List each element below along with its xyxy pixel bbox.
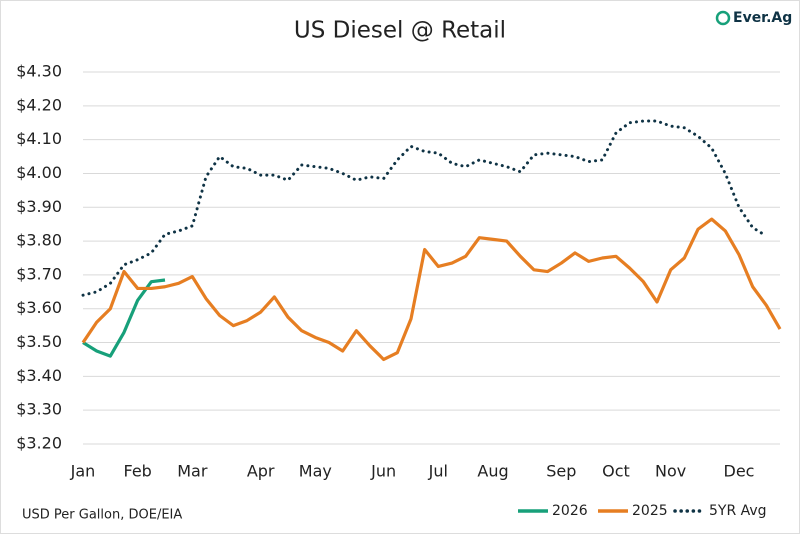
y-tick-label: $3.60 xyxy=(16,298,62,317)
x-tick-label: Nov xyxy=(655,462,686,481)
x-tick-label: Feb xyxy=(124,462,152,481)
series-line xyxy=(81,119,768,297)
legend-label: 5YR Avg xyxy=(709,503,767,519)
legend-label: 2026 xyxy=(552,503,588,519)
y-tick-label: $3.50 xyxy=(16,332,62,351)
x-tick-label: Dec xyxy=(724,462,755,481)
legend-label: 2025 xyxy=(632,503,668,519)
chart-title: US Diesel @ Retail xyxy=(294,18,506,44)
logo-icon xyxy=(715,10,731,26)
logo-text: Ever.Ag xyxy=(733,10,792,26)
x-tick-label: May xyxy=(299,462,332,481)
x-tick-label: Apr xyxy=(247,462,275,481)
x-tick-label: Oct xyxy=(602,462,630,481)
source-note: USD Per Gallon, DOE/EIA xyxy=(22,508,182,523)
y-tick-label: $4.10 xyxy=(16,129,62,148)
x-tick-label: Aug xyxy=(477,462,508,481)
x-tick-label: Mar xyxy=(177,462,208,481)
y-tick-label: $3.30 xyxy=(16,400,62,419)
series-line xyxy=(81,217,782,362)
y-tick-label: $4.20 xyxy=(16,95,62,114)
y-tick-label: $3.20 xyxy=(16,434,62,453)
y-tick-label: $3.70 xyxy=(16,264,62,283)
series-line xyxy=(82,278,166,358)
x-tick-label: Jul xyxy=(428,462,448,481)
y-tick-label: $3.80 xyxy=(16,231,62,250)
logo: Ever.Ag xyxy=(715,10,792,26)
y-tick-label: $4.30 xyxy=(16,62,62,81)
x-tick-label: Sep xyxy=(546,462,576,481)
x-tick-label: Jan xyxy=(70,462,96,481)
y-tick-label: $3.40 xyxy=(16,366,62,385)
x-tick-label: Jun xyxy=(370,462,396,481)
y-tick-label: $4.00 xyxy=(16,163,62,182)
y-tick-label: $3.90 xyxy=(16,197,62,216)
